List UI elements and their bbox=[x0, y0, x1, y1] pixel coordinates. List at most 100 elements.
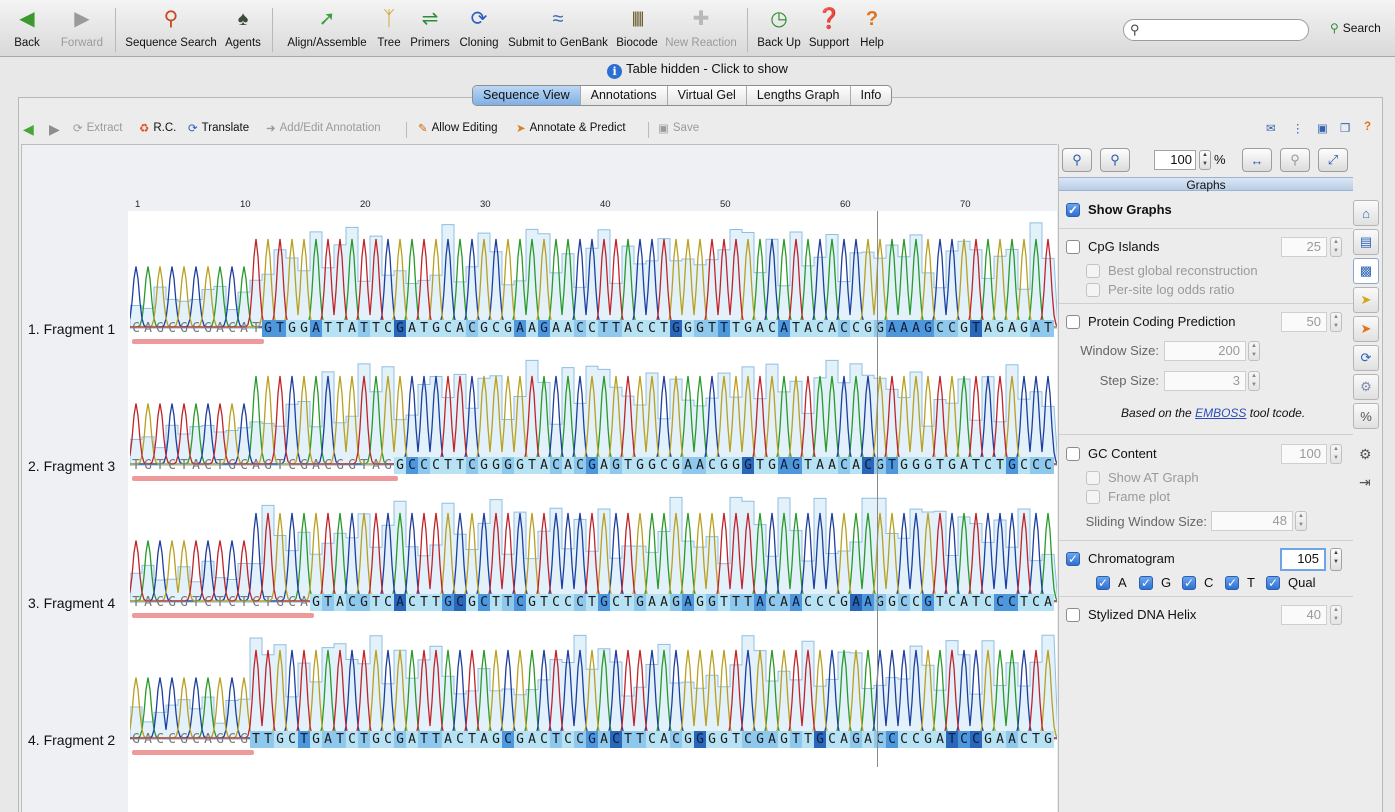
tab-lengths-graph[interactable]: Lengths Graph bbox=[747, 86, 851, 105]
sliding-window-stepper[interactable]: ▲ ▼ bbox=[1295, 511, 1307, 531]
layout-button[interactable]: ▣ bbox=[1317, 121, 1328, 135]
zoom-stepper[interactable]: ▲ ▼ bbox=[1199, 150, 1211, 170]
chromatogram-qual-checkbox[interactable]: ✓ Qual bbox=[1266, 575, 1316, 590]
advanced-tab[interactable]: ⚙ bbox=[1353, 374, 1379, 400]
gc-content-checkbox[interactable]: GC Content bbox=[1066, 446, 1157, 461]
chromatogram-checkbox[interactable]: ✓ Chromatogram bbox=[1066, 551, 1175, 566]
base: T bbox=[970, 594, 982, 611]
email-button[interactable]: ✉ bbox=[1266, 121, 1276, 135]
tree-button[interactable]: ᛉ Tree bbox=[377, 8, 401, 49]
sequence-name[interactable]: 1. Fragment 1 bbox=[28, 321, 116, 337]
align-assemble-button[interactable]: ➚ Align/Assemble bbox=[287, 8, 367, 49]
settings-gear-icon[interactable]: ⚙ bbox=[1359, 446, 1372, 462]
frame-plot-checkbox[interactable]: Frame plot bbox=[1086, 489, 1170, 504]
emboss-link[interactable]: EMBOSS bbox=[1195, 406, 1247, 420]
protein-value-field[interactable]: 50 bbox=[1281, 312, 1327, 332]
reverse-complement-button[interactable]: ♻ R.C. bbox=[139, 122, 177, 135]
trim-annotation[interactable] bbox=[132, 476, 398, 481]
zoom-to-selection-button[interactable]: ⚲ bbox=[1280, 148, 1310, 172]
tab-sequence-view[interactable]: Sequence View bbox=[473, 86, 581, 105]
chromatogram-a-checkbox[interactable]: ✓ A bbox=[1096, 575, 1127, 590]
forward-nav-button[interactable]: ▶ bbox=[49, 121, 60, 138]
sequence-name[interactable]: 4. Fragment 2 bbox=[28, 732, 116, 748]
submit-genbank-button[interactable]: ≈ Submit to GenBank bbox=[508, 8, 608, 49]
gc-value-field[interactable]: 100 bbox=[1281, 444, 1327, 464]
sequence-name[interactable]: 2. Fragment 3 bbox=[28, 458, 116, 474]
restriction-tab[interactable]: ➤ bbox=[1353, 316, 1379, 342]
forward-button[interactable]: ▶ Forward bbox=[60, 8, 104, 49]
add-edit-annotation-button[interactable]: ➜ Add/Edit Annotation bbox=[266, 122, 381, 135]
annotate-predict-button[interactable]: ➤ Annotate & Predict bbox=[516, 122, 626, 135]
zoom-in-button[interactable]: ⚲ bbox=[1062, 148, 1092, 172]
chromatogram-g-checkbox[interactable]: ✓ G bbox=[1139, 575, 1172, 590]
gc-stepper[interactable]: ▲ ▼ bbox=[1330, 444, 1342, 464]
trim-annotation[interactable] bbox=[132, 613, 314, 618]
search-button[interactable]: ⚲ Search bbox=[1330, 21, 1381, 35]
sequence-help-button[interactable]: ? bbox=[1364, 121, 1371, 133]
window-size-stepper[interactable]: ▲ ▼ bbox=[1248, 341, 1260, 361]
sliding-window-field[interactable]: 48 bbox=[1211, 511, 1293, 531]
tab-virtual-gel[interactable]: Virtual Gel bbox=[668, 86, 747, 105]
dna-helix-checkbox[interactable]: Stylized DNA Helix bbox=[1066, 607, 1196, 622]
translation-tab[interactable]: ⟳ bbox=[1353, 345, 1379, 371]
chromatogram-stepper[interactable]: ▲ ▼ bbox=[1330, 548, 1342, 571]
protein-coding-checkbox[interactable]: Protein Coding Prediction bbox=[1066, 314, 1235, 329]
help-button[interactable]: ? Help bbox=[860, 8, 884, 49]
sequence-name[interactable]: 3. Fragment 4 bbox=[28, 595, 116, 611]
graphs-tab[interactable]: ▩ bbox=[1353, 258, 1379, 284]
show-graphs-checkbox[interactable]: ✓ Show Graphs bbox=[1066, 202, 1172, 217]
collapse-panel-icon[interactable]: ⇥ bbox=[1359, 474, 1371, 490]
tab-annotations[interactable]: Annotations bbox=[581, 86, 668, 105]
primers-button[interactable]: ⇌ Primers bbox=[410, 8, 450, 49]
step-size-stepper[interactable]: ▲ ▼ bbox=[1248, 371, 1260, 391]
helix-stepper[interactable]: ▲ ▼ bbox=[1330, 605, 1342, 625]
helix-value-field[interactable]: 40 bbox=[1281, 605, 1327, 625]
display-tab[interactable]: ▤ bbox=[1353, 229, 1379, 255]
best-global-checkbox[interactable]: Best global reconstruction bbox=[1086, 263, 1258, 278]
extract-button[interactable]: ⟳ Extract bbox=[73, 122, 123, 135]
window-size-field[interactable]: 200 bbox=[1164, 341, 1246, 361]
sequence-search-button[interactable]: ⚲ Sequence Search bbox=[125, 8, 217, 49]
trim-annotation[interactable] bbox=[132, 750, 254, 755]
back-up-button[interactable]: ◷ Back Up bbox=[757, 8, 801, 49]
options-button[interactable]: ⋮ bbox=[1292, 121, 1304, 135]
table-hidden-bar[interactable]: i Table hidden - Click to show bbox=[0, 58, 1395, 80]
trim-annotation[interactable] bbox=[132, 339, 264, 344]
per-site-checkbox[interactable]: Per-site log odds ratio bbox=[1086, 282, 1234, 297]
annotations-tab[interactable]: ➤ bbox=[1353, 287, 1379, 313]
agents-button[interactable]: ♠ Agents bbox=[225, 8, 261, 49]
tab-info[interactable]: Info bbox=[860, 88, 882, 102]
chromatogram-c-checkbox[interactable]: ✓ C bbox=[1182, 575, 1214, 590]
save-button[interactable]: ▣ Save bbox=[658, 122, 700, 135]
chromatogram-value-field[interactable]: 105 bbox=[1280, 548, 1326, 571]
zoom-level-input[interactable]: 100 bbox=[1154, 150, 1196, 170]
back-button[interactable]: ◀ Back bbox=[14, 8, 40, 49]
translate-button[interactable]: ⟳ Translate bbox=[188, 122, 250, 135]
new-reaction-button[interactable]: ✚ New Reaction bbox=[665, 8, 737, 49]
support-button[interactable]: ❓ Support bbox=[808, 8, 850, 49]
new-window-button[interactable]: ❐ bbox=[1340, 121, 1350, 135]
fit-width-button[interactable]: ↔ bbox=[1242, 148, 1272, 172]
cpg-islands-checkbox[interactable]: CpG Islands bbox=[1066, 239, 1160, 254]
chromatogram-t-checkbox[interactable]: ✓ T bbox=[1225, 575, 1255, 590]
fit-all-button[interactable]: ⤢ bbox=[1318, 148, 1348, 172]
cloning-button[interactable]: ⟳ Cloning bbox=[459, 8, 499, 49]
show-at-graph-checkbox[interactable]: Show AT Graph bbox=[1086, 470, 1199, 485]
back-nav-button[interactable]: ◀ bbox=[23, 121, 34, 138]
cpg-value-field[interactable]: 25 bbox=[1281, 237, 1327, 257]
statistics-tab[interactable]: % bbox=[1353, 403, 1379, 429]
cpg-stepper[interactable]: ▲ ▼ bbox=[1330, 237, 1342, 257]
general-tab[interactable]: ⌂ bbox=[1353, 200, 1379, 226]
search-input[interactable]: ⚲ bbox=[1123, 19, 1309, 41]
biocode-button[interactable]: ||||| Biocode bbox=[614, 6, 660, 54]
zoom-out-button[interactable]: ⚲ bbox=[1100, 148, 1130, 172]
protein-stepper[interactable]: ▲ ▼ bbox=[1330, 312, 1342, 332]
allow-editing-button[interactable]: ✎ Allow Editing bbox=[418, 122, 498, 135]
step-size-field[interactable]: 3 bbox=[1164, 371, 1246, 391]
graphs-section-header[interactable]: Graphs bbox=[1059, 177, 1353, 192]
